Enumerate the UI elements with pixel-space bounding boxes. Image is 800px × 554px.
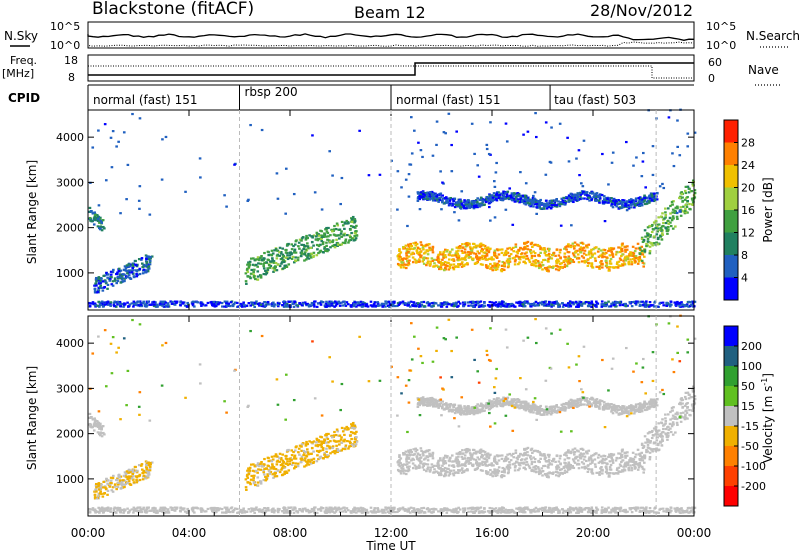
colorbar-tick-label: -15 [741,420,759,433]
freq-label: Freq. [10,54,37,67]
freq-trace [88,62,694,76]
time-tick-label: 04:00 [172,526,207,540]
y-tick-label: 4000 [56,131,84,144]
colorbar-tick-label: 50 [741,380,755,393]
y-tick-label: 2000 [56,222,84,235]
velocity-colorbar: 200 100 50 15 -15 -50 -100 -200 [723,325,766,507]
colorbar-tick-label: 24 [741,159,755,172]
noise-panel: N.Sky 10^5 10^0 N.Search 10^5 10^0 [4,20,800,52]
y-tick-label: 3000 [56,382,84,395]
nsearch-tick-top: 10^5 [706,20,736,33]
freq-panel: Freq. [MHz] 18 8 Nave 60 0 [2,54,780,86]
colorbar-tick-label: -100 [741,460,766,473]
colorbar-tick-label: 100 [741,360,762,373]
time-tick-label: 00:00 [71,526,106,540]
power-panel: Slant Range [km] 1000 2000 3000 4000 28 24 20… [25,108,775,311]
velocity-colorbar-label-main: Velocity [m s [761,386,775,463]
time-tick-label: 16:00 [475,526,510,540]
velocity-colorbar-label-sup: -1 [760,378,769,386]
time-tick-label: 00:00 [677,526,712,540]
y-tick-label: 4000 [56,337,84,350]
time-tick-label: 20:00 [576,526,611,540]
power-colorbar-label: Power [dB] [761,177,775,242]
time-tick-label: 08:00 [273,526,308,540]
y-tick-label: 1000 [56,267,84,280]
freq-unit: [MHz] [2,67,34,80]
nave-tick-bottom: 0 [708,72,715,85]
nsky-tick-bottom: 10^0 [50,39,80,52]
power-colorbar: 28 24 20 16 12 8 4 [723,119,755,301]
power-ylabel: Slant Range [km] [25,160,39,264]
colorbar-tick-label: -200 [741,480,766,493]
beam-title: Beam 12 [354,3,426,22]
y-tick-label: 1000 [56,473,84,486]
date-title: 28/Nov/2012 [590,1,693,20]
colorbar-tick-label: 20 [741,182,755,195]
colorbar-tick-label: 12 [741,227,755,240]
colorbar-tick-label: 200 [741,340,762,353]
colorbar-tick-label: -50 [741,440,759,453]
velocity-ylabel: Slant Range [km] [25,366,39,470]
cpid-segment-label: normal (fast) 151 [396,93,500,107]
velocity-panel: Slant Range [km] 1000 2000 3000 4000 200 100… [25,314,775,517]
time-axis-label: Time UT [365,539,416,553]
velocity-scatter [88,314,697,514]
nave-tick-top: 60 [708,56,722,69]
colorbar-tick-label: 4 [741,272,748,285]
nsearch-trace [87,41,695,47]
cpid-segment-label: rbsp 200 [245,85,298,99]
cpid-label: CPID [8,91,40,105]
colorbar-tick-label: 28 [741,137,755,150]
nsky-tick-top: 10^5 [50,20,80,33]
nsky-label: N.Sky [4,29,38,43]
nsearch-tick-bottom: 10^0 [706,39,736,52]
y-tick-label: 2000 [56,428,84,441]
freq-tick-bottom: 8 [68,71,75,84]
cpid-segment-label: normal (fast) 151 [93,93,197,107]
power-scatter [88,108,697,308]
time-tick-label: 12:00 [374,526,409,540]
colorbar-tick-label: 8 [741,249,748,262]
y-tick-label: 3000 [56,176,84,189]
colorbar-tick-label: 15 [741,400,755,413]
cpid-segment-label: tau (fast) 503 [554,93,636,107]
freq-tick-top: 18 [64,54,78,67]
velocity-colorbar-label: Velocity [m s-1] [760,373,775,463]
cpid-strip: CPID normal (fast) 151 rbsp 200 normal (fa… [8,84,694,110]
nave-trace [88,65,694,79]
nsky-trace [87,33,695,41]
velocity-colorbar-label-end: ] [761,373,775,378]
colorbar-tick-label: 16 [741,204,755,217]
time-axis: 00:00 04:00 08:00 12:00 16:00 20:00 00:00 [71,110,712,540]
nave-label: Nave [748,63,779,77]
nsearch-label: N.Search [746,29,800,43]
station-title: Blackstone (fitACF) [92,0,254,19]
